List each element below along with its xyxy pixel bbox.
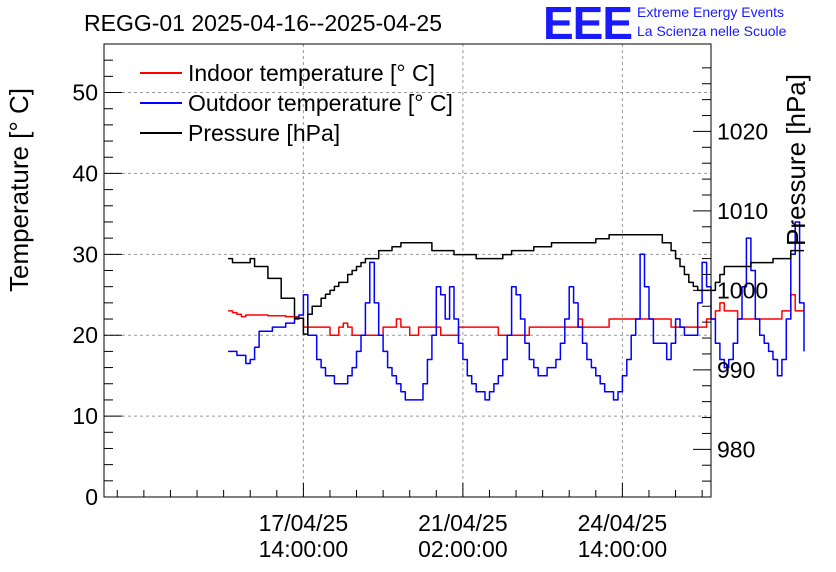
eee-logo: EEE <box>543 0 633 49</box>
y-tick-label: 50 <box>72 80 98 106</box>
y2-tick-label: 1000 <box>717 277 768 303</box>
y2-tick-label: 980 <box>717 436 755 462</box>
y-axis-label: Temperature [° C] <box>4 88 34 292</box>
x-tick-label-date: 24/04/25 <box>578 510 668 536</box>
y2-tick-label: 1020 <box>717 118 768 144</box>
y-tick-label: 0 <box>85 484 98 510</box>
y-tick-label: 10 <box>72 403 98 429</box>
y-tick-label: 20 <box>72 322 98 348</box>
x-tick-label-time: 14:00:00 <box>578 536 668 562</box>
legend-pressure-label: Pressure [hPa] <box>188 120 340 146</box>
y-tick-label: 40 <box>72 160 98 186</box>
x-tick-label-date: 17/04/25 <box>259 510 349 536</box>
x-tick-label-time: 14:00:00 <box>259 536 349 562</box>
axes: 17/04/2514:00:0021/04/2502:00:0024/04/25… <box>72 59 768 562</box>
legend-outdoor-label: Outdoor temperature [° C] <box>188 90 453 116</box>
logo-subtitle-1: Extreme Energy Events <box>637 4 785 20</box>
outdoor-temperature-line <box>228 221 805 401</box>
x-tick-label-date: 21/04/25 <box>418 510 508 536</box>
y-tick-label: 30 <box>72 241 98 267</box>
x-tick-label-time: 02:00:00 <box>418 536 508 562</box>
grid-lines <box>104 44 711 497</box>
legend-indoor-label: Indoor temperature [° C] <box>188 60 435 86</box>
y2-axis-label: Pressure [hPa] <box>781 74 811 246</box>
chart-title: REGG-01 2025-04-16--2025-04-25 <box>84 10 442 36</box>
y2-tick-label: 1010 <box>717 198 768 224</box>
logo-subtitle-2: La Scienza nelle Scuole <box>637 23 787 39</box>
legend: Indoor temperature [° C] Outdoor temperat… <box>140 60 453 146</box>
indoor-temperature-line <box>228 294 804 336</box>
y2-tick-label: 990 <box>717 357 755 383</box>
